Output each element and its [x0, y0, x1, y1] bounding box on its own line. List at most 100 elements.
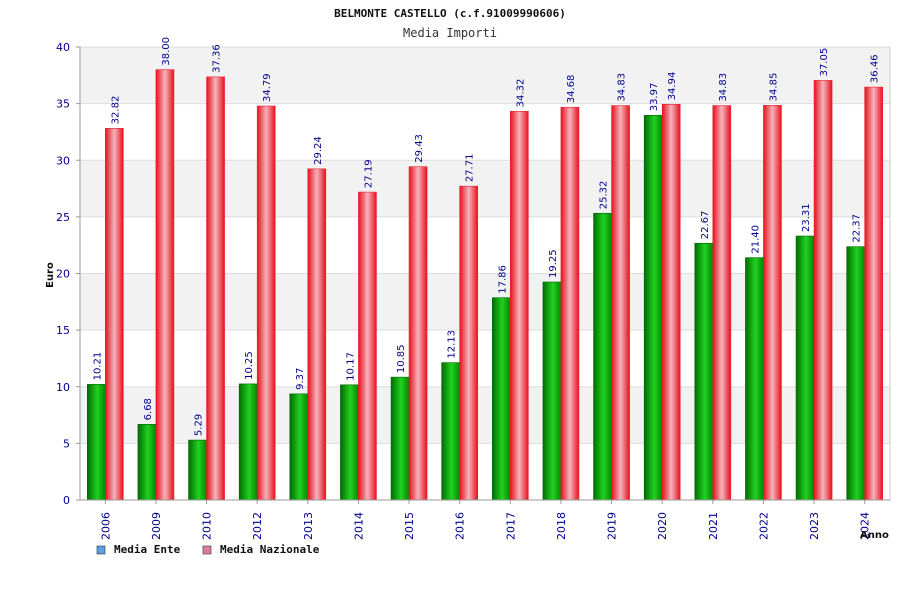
bar-media-nazionale — [408, 166, 428, 501]
bar-media-nazionale — [459, 185, 478, 501]
legend-swatch-nazionale — [202, 545, 212, 555]
data-label-nazionale: 27.71 — [465, 154, 476, 183]
data-label-ente: 22.67 — [700, 211, 711, 240]
legend-label-ente: Media Ente — [114, 543, 181, 556]
chart-subtitle: Media Importi — [403, 26, 497, 40]
x-axis-ticks: 2006 2009 2010 2012 2013 2014 2015 2016 2017 2018… — [99, 500, 872, 540]
bar-media-nazionale — [510, 111, 529, 501]
legend-label-nazionale: Media Nazionale — [220, 543, 320, 556]
x-tick-label: 2013 — [302, 512, 315, 540]
legend-swatch-ente — [96, 545, 106, 555]
data-label-ente: 10.17 — [345, 352, 356, 381]
data-label-nazionale: 37.05 — [819, 48, 830, 77]
bar-media-ente — [87, 384, 106, 501]
bar-media-ente — [643, 114, 663, 501]
x-tick-label: 2020 — [656, 512, 669, 540]
x-axis-label: Anno — [860, 530, 889, 541]
data-label-ente: 6.68 — [143, 398, 154, 420]
data-label-ente: 17.86 — [497, 265, 508, 294]
x-tick-label: 2014 — [352, 512, 365, 540]
y-tick-label: 5 — [63, 437, 70, 450]
bar-media-ente — [492, 297, 511, 501]
data-label-ente: 5.29 — [194, 414, 205, 436]
legend: Media Ente Media Nazionale — [96, 543, 320, 556]
data-label-nazionale: 37.36 — [212, 44, 223, 73]
bar-media-ente — [593, 212, 612, 501]
y-tick-label: 35 — [56, 98, 70, 111]
bar-media-nazionale — [206, 76, 225, 501]
x-tick-label: 2015 — [403, 512, 416, 540]
bar-media-nazionale — [763, 105, 782, 501]
data-label-ente: 10.21 — [92, 352, 103, 381]
data-label-nazionale: 36.46 — [870, 54, 881, 83]
data-label-ente: 33.97 — [649, 83, 660, 112]
y-tick-label: 25 — [56, 211, 70, 224]
bar-media-ente — [694, 242, 714, 501]
bar-media-nazionale — [256, 105, 276, 501]
data-label-nazionale: 38.00 — [161, 37, 172, 66]
data-label-nazionale: 34.68 — [566, 75, 577, 104]
x-tick-label: 2022 — [757, 512, 770, 540]
bar-media-nazionale — [358, 191, 377, 501]
x-tick-label: 2010 — [201, 512, 214, 540]
y-tick-label: 10 — [56, 381, 70, 394]
data-label-nazionale: 34.94 — [667, 72, 678, 101]
bar-series — [87, 69, 883, 501]
y-tick-label: 15 — [56, 324, 70, 337]
data-label-ente: 19.25 — [548, 249, 559, 278]
y-axis-label: Euro — [45, 262, 56, 288]
data-label-ente: 21.40 — [750, 225, 761, 254]
bar-media-nazionale — [813, 80, 833, 501]
bar-media-ente — [441, 362, 460, 501]
data-label-ente: 10.25 — [244, 351, 255, 380]
x-tick-label: 2009 — [150, 512, 163, 540]
y-tick-label: 20 — [56, 268, 70, 281]
bar-media-nazionale — [661, 104, 681, 501]
data-label-ente: 10.85 — [396, 344, 407, 373]
bar-media-ente — [289, 393, 309, 501]
data-label-nazionale: 32.82 — [110, 96, 121, 125]
data-label-nazionale: 34.83 — [617, 73, 628, 102]
x-tick-label: 2019 — [606, 512, 619, 540]
x-tick-label: 2016 — [454, 512, 467, 540]
bar-media-nazionale — [155, 69, 175, 501]
data-label-nazionale: 34.83 — [718, 73, 729, 102]
data-label-ente: 9.37 — [295, 368, 306, 390]
x-tick-label: 2023 — [808, 512, 821, 540]
bar-media-ente — [846, 246, 865, 501]
data-label-nazionale: 29.24 — [313, 136, 324, 165]
bar-media-nazionale — [307, 168, 327, 501]
data-label-nazionale: 34.32 — [515, 79, 526, 108]
data-label-ente: 22.37 — [852, 214, 863, 243]
data-label-nazionale: 34.79 — [262, 73, 273, 102]
data-label-nazionale: 29.43 — [414, 134, 425, 163]
x-tick-label: 2021 — [707, 512, 720, 540]
data-label-nazionale: 27.19 — [363, 159, 374, 188]
bar-media-ente — [188, 439, 207, 501]
data-label-ente: 12.13 — [447, 330, 458, 359]
bar-media-nazionale — [105, 128, 124, 501]
x-tick-label: 2012 — [251, 512, 264, 540]
bar-media-nazionale — [864, 86, 883, 501]
y-axis-ticks: 0 5 10 15 20 25 30 35 40 — [56, 41, 80, 507]
bar-media-ente — [390, 376, 410, 501]
y-tick-label: 30 — [56, 154, 70, 167]
bar-media-nazionale — [712, 105, 732, 501]
chart-title: BELMONTE CASTELLO (c.f.91009990606) — [334, 7, 566, 20]
x-tick-label: 2024 — [859, 512, 872, 540]
x-tick-label: 2006 — [99, 512, 112, 540]
bar-media-nazionale — [611, 105, 630, 501]
x-tick-label: 2018 — [555, 512, 568, 540]
data-labels: 10.21 32.82 6.68 38.00 5.29 37.36 10.25 34.79 9.… — [92, 37, 880, 436]
bar-media-ente — [795, 235, 815, 501]
bar-media-nazionale — [560, 106, 580, 501]
data-label-ente: 25.32 — [599, 181, 610, 210]
bar-media-ente — [137, 424, 157, 501]
bar-media-ente — [745, 257, 764, 501]
y-tick-label: 0 — [63, 494, 70, 507]
data-label-ente: 23.31 — [801, 203, 812, 232]
bar-media-ente — [238, 383, 258, 501]
x-tick-label: 2017 — [504, 512, 517, 540]
data-label-nazionale: 34.85 — [768, 73, 779, 102]
